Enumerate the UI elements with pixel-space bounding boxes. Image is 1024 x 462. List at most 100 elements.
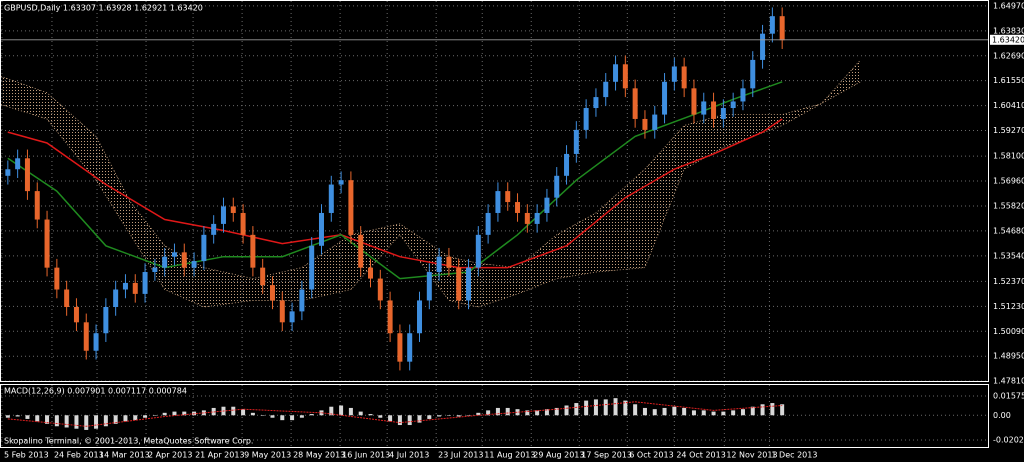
macd-bar <box>603 399 608 416</box>
price-panel-frame <box>0 0 989 382</box>
macd-bar <box>593 399 598 416</box>
candle-body <box>515 202 521 213</box>
candle-body <box>152 267 158 273</box>
x-tick-label: 11 Aug 2013 <box>484 451 535 460</box>
macd-bar <box>691 410 696 416</box>
macd-bar <box>535 410 540 416</box>
candle-body <box>181 252 187 268</box>
moving-average <box>7 118 783 269</box>
macd-bar <box>35 415 40 422</box>
candle-body <box>613 64 619 82</box>
candle-body <box>260 267 266 286</box>
y-tick-label: 1.52370 <box>993 277 1024 286</box>
y-tick-label: 1.54680 <box>993 226 1024 235</box>
macd-bar <box>378 415 383 418</box>
candle-body <box>54 267 60 290</box>
macd-bar <box>358 411 363 416</box>
macd-bar <box>662 407 667 416</box>
macd-bar <box>642 407 647 416</box>
current-price-box <box>990 34 1024 45</box>
labels: GBPUSD,Daily 1.63307 1.63928 1.62921 1.6… <box>4 1 1024 460</box>
macd-bar <box>731 410 736 416</box>
macd-bar <box>711 411 716 416</box>
macd-title: MACD(12,26,9) 0.007901 0.007117 0.000784 <box>4 387 187 396</box>
macd-bar <box>162 412 167 416</box>
macd-bar <box>339 405 344 416</box>
x-tick-label: 24 Feb 2013 <box>54 451 104 460</box>
candle-body <box>760 33 766 60</box>
macd-bar <box>770 403 775 416</box>
macd-bar <box>25 415 30 419</box>
macd-bar <box>476 412 481 416</box>
macd-bar <box>446 415 451 416</box>
macd-bar <box>760 404 765 416</box>
candle-body <box>142 272 148 294</box>
y-tick-label: -0.020277 <box>993 436 1024 445</box>
x-tick-label: 4 Jul 2013 <box>389 451 429 460</box>
macd-bar <box>407 415 412 426</box>
macd-bar <box>505 407 510 416</box>
candle-body <box>505 191 511 203</box>
y-tick-label: 1.62690 <box>993 51 1024 60</box>
macd-bar <box>250 412 255 416</box>
candle-body <box>564 153 570 176</box>
candle-body <box>289 311 295 323</box>
macd-bar <box>201 410 206 416</box>
x-tick-label: 1 Dec 2013 <box>771 451 817 460</box>
x-tick-label: 12 Nov 2013 <box>726 451 777 460</box>
macd-bar <box>84 415 89 430</box>
x-tick-label: 28 May 2013 <box>293 451 345 460</box>
candle-body <box>475 234 481 268</box>
macd-bar <box>54 415 59 427</box>
candle-body <box>622 64 628 89</box>
candle-body <box>750 59 756 89</box>
macd-bar <box>564 405 569 416</box>
candle-body <box>397 333 403 362</box>
x-tick-label: 29 Aug 2013 <box>533 451 584 460</box>
candle-body <box>662 81 668 115</box>
macd-bar <box>241 409 246 416</box>
x-tick-label: 2 Apr 2013 <box>148 451 192 460</box>
candle-body <box>348 180 354 235</box>
candle-body <box>358 234 364 268</box>
candle-body <box>711 101 717 119</box>
y-tick-label: 1.58100 <box>993 152 1024 161</box>
candle-body <box>318 212 324 246</box>
candle-body <box>671 66 677 82</box>
cloud-fill <box>0 59 861 307</box>
macd-bar <box>74 415 79 429</box>
candle-body <box>5 169 11 176</box>
macd-bar <box>299 415 304 418</box>
macd-bar <box>437 415 442 417</box>
candle-body <box>44 219 50 268</box>
macd-bar <box>740 409 745 416</box>
y-tick-label: 1.64970 <box>993 1 1024 10</box>
candle-body <box>113 289 119 307</box>
macd-bar <box>750 406 755 416</box>
candle-body <box>544 197 550 213</box>
candle-body <box>720 108 726 119</box>
macd-bar <box>123 415 128 422</box>
macd-bar <box>45 415 50 424</box>
candle-body <box>201 234 207 262</box>
candle-body <box>64 289 70 307</box>
macd-bar <box>417 415 422 423</box>
y-tick-label: 1.61550 <box>993 76 1024 85</box>
candle-body <box>573 129 579 154</box>
candle-body <box>191 261 197 268</box>
macd-bar <box>309 414 314 416</box>
candle-body <box>407 333 413 362</box>
y-tick-label: 1.60410 <box>993 101 1024 110</box>
macd-bar <box>613 398 618 416</box>
macd-bar <box>152 415 157 416</box>
macd-bar <box>574 403 579 416</box>
macd-bar <box>270 415 275 418</box>
candle-body <box>681 66 687 89</box>
candle-body <box>309 245 315 290</box>
candle-body <box>485 212 491 235</box>
macd-bar <box>133 415 138 421</box>
macd-bar <box>652 409 657 416</box>
macd-bar <box>94 415 99 429</box>
macd-bar <box>64 415 69 428</box>
